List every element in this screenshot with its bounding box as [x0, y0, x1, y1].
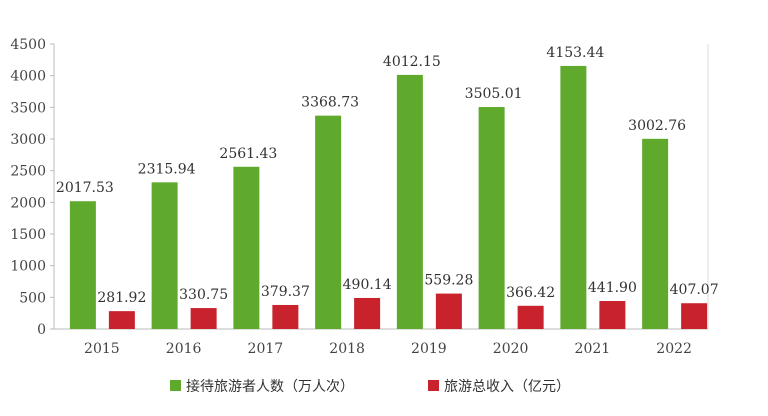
data-label-visitors-2020: 3505.01 — [465, 86, 523, 102]
data-label-visitors-2016: 2315.94 — [138, 161, 196, 177]
data-label-revenue-2019: 559.28 — [424, 273, 473, 289]
bar-revenue-2017 — [272, 304, 299, 329]
x-tick-label: 2019 — [411, 341, 447, 357]
data-label-revenue-2015: 281.92 — [97, 290, 146, 306]
bar-revenue-2022 — [681, 303, 708, 329]
bar-visitors-2020 — [478, 107, 505, 329]
chart-bars — [69, 65, 708, 330]
bar-visitors-2019 — [396, 74, 423, 330]
x-tick-label: 2020 — [493, 341, 529, 357]
bar-revenue-2016 — [190, 308, 217, 329]
y-tick-label: 1000 — [10, 259, 46, 275]
y-tick-label: 2500 — [10, 164, 46, 180]
bar-visitors-2022 — [642, 138, 669, 329]
data-label-visitors-2021: 4153.44 — [546, 45, 604, 61]
y-axis-ticks: 0 500 1000 1500 2000 2500 3000 3500 4000 4500 — [10, 37, 54, 338]
data-label-visitors-2015: 2017.53 — [56, 180, 114, 196]
data-label-visitors-2022: 3002.76 — [628, 118, 686, 134]
data-label-revenue-2022: 407.07 — [670, 282, 719, 298]
data-label-revenue-2020: 366.42 — [506, 285, 555, 301]
x-tick-label: 2018 — [329, 341, 365, 357]
legend-swatch-revenue — [428, 380, 439, 391]
data-label-revenue-2017: 379.37 — [261, 284, 310, 300]
bar-revenue-2020 — [517, 305, 544, 329]
x-tick-label: 2016 — [166, 341, 202, 357]
y-tick-label: 3500 — [10, 100, 46, 116]
x-tick-label: 2022 — [656, 341, 692, 357]
bar-visitors-2017 — [233, 166, 260, 329]
data-label-revenue-2021: 441.90 — [588, 280, 637, 296]
bar-visitors-2016 — [151, 182, 178, 329]
y-tick-label: 0 — [37, 322, 46, 338]
data-label-visitors-2019: 4012.15 — [383, 54, 441, 70]
chart-data-labels: 2017.53 281.92 2315.94 330.75 2561.43 379.37 3… — [56, 45, 719, 306]
x-tick-label: 2015 — [84, 341, 120, 357]
x-tick-label: 2021 — [575, 341, 611, 357]
legend-label-revenue: 旅游总收入（亿元） — [444, 379, 570, 395]
y-tick-label: 3000 — [10, 132, 46, 148]
x-tick-label: 2017 — [248, 341, 284, 357]
bar-revenue-2021 — [599, 301, 626, 329]
bar-visitors-2015 — [69, 201, 96, 329]
y-tick-label: 1500 — [10, 227, 46, 243]
data-label-revenue-2018: 490.14 — [343, 277, 392, 293]
y-tick-label: 4000 — [10, 69, 46, 85]
chart-legend: 接待旅游者人数（万人次） 旅游总收入（亿元） — [170, 378, 570, 395]
bar-revenue-2015 — [108, 311, 135, 329]
data-label-visitors-2017: 2561.43 — [219, 146, 277, 162]
data-label-revenue-2016: 330.75 — [179, 287, 228, 303]
x-axis-ticks: 2015 2016 2017 2018 2019 2020 2021 2022 — [84, 341, 692, 357]
y-tick-label: 2000 — [10, 195, 46, 211]
bar-visitors-2021 — [560, 65, 587, 330]
bar-revenue-2018 — [354, 297, 381, 329]
data-label-visitors-2018: 3368.73 — [301, 95, 359, 111]
bar-visitors-2018 — [315, 115, 342, 330]
y-tick-label: 500 — [19, 290, 46, 306]
bar-revenue-2019 — [435, 293, 462, 329]
y-tick-label: 4500 — [10, 37, 46, 53]
legend-swatch-visitors — [170, 380, 181, 391]
legend-label-visitors: 接待旅游者人数（万人次） — [186, 378, 354, 395]
